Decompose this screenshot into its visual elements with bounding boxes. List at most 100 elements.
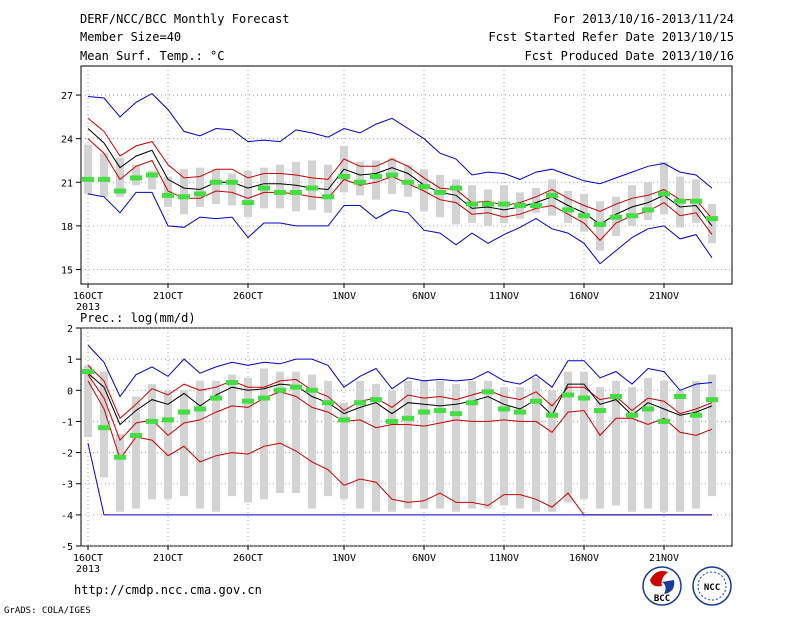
ensemble-box	[676, 390, 684, 512]
ensemble-box	[132, 164, 140, 186]
ensemble-box	[372, 160, 380, 200]
observed-marker	[418, 184, 430, 190]
x-tick-label: 6NOV	[412, 291, 436, 302]
observed-marker	[242, 398, 254, 404]
ensemble-box	[708, 204, 716, 244]
observed-marker	[530, 398, 542, 404]
ensemble-box	[532, 188, 540, 213]
observed-marker	[194, 406, 206, 412]
y-tick-label: 24	[61, 135, 73, 146]
ensemble-box	[116, 433, 124, 512]
ensemble-box	[260, 368, 268, 500]
bcc-logo-text: BCC	[654, 594, 670, 604]
ensemble-box	[372, 384, 380, 512]
observed-marker	[610, 394, 622, 400]
forecast-produced-date: Fcst Produced Date 2013/10/16	[524, 49, 734, 63]
ensemble-box	[628, 185, 636, 226]
ensemble-box	[180, 390, 188, 497]
observed-marker	[338, 417, 350, 423]
y-tick-label: -3	[61, 480, 73, 491]
series-line-min	[87, 443, 712, 516]
figure-title: DERF/NCC/BCC Monthly Forecast	[80, 12, 290, 26]
ensemble-box	[228, 374, 236, 497]
ensemble-box	[420, 380, 428, 509]
observed-marker	[706, 216, 718, 222]
observed-marker	[258, 185, 270, 191]
ensemble-box	[308, 160, 316, 210]
observed-marker	[162, 417, 174, 423]
x-tick-label: 26OCT	[233, 291, 263, 302]
observed-marker	[146, 172, 158, 178]
ensemble-box	[468, 380, 476, 509]
observed-marker	[402, 179, 414, 185]
observed-marker	[210, 179, 222, 185]
x-tick-label: 16NOV	[569, 553, 599, 564]
observed-marker	[434, 189, 446, 195]
observed-marker	[658, 418, 670, 424]
ensemble-box	[132, 396, 140, 509]
observed-marker	[290, 384, 302, 390]
ensemble-box	[644, 377, 652, 509]
observed-marker	[306, 185, 318, 191]
observed-marker	[594, 221, 606, 227]
observed-marker	[274, 387, 286, 393]
observed-marker	[130, 432, 142, 438]
ensemble-box	[660, 380, 668, 512]
observed-marker	[370, 397, 382, 403]
ensemble-box	[84, 365, 92, 437]
observed-marker	[114, 454, 126, 460]
observed-marker	[706, 397, 718, 403]
observed-marker	[274, 189, 286, 195]
observed-marker	[402, 415, 414, 421]
observed-marker	[370, 173, 382, 179]
observed-marker	[626, 213, 638, 219]
y-tick-label: -2	[61, 449, 73, 460]
series-line-max	[87, 92, 713, 189]
observed-marker	[466, 201, 478, 207]
observed-marker	[354, 179, 366, 185]
variable-label: Mean Surf. Temp.: °C	[80, 49, 225, 63]
observed-marker	[674, 198, 686, 204]
series-line-lower	[87, 138, 713, 242]
ensemble-box	[452, 384, 460, 512]
observed-marker	[306, 387, 318, 393]
series-line-median	[87, 128, 713, 227]
ensemble-box	[532, 377, 540, 512]
observed-marker	[290, 189, 302, 195]
x-tick-label: 21OCT	[153, 553, 183, 564]
ensemble-box	[292, 161, 300, 212]
y-tick-label: 18	[61, 222, 73, 233]
ensemble-box	[244, 170, 252, 218]
ensemble-box	[228, 173, 236, 206]
x-tick-label: 21NOV	[649, 553, 679, 564]
ensemble-box	[564, 371, 572, 503]
observed-marker	[562, 207, 574, 213]
ensemble-box	[100, 153, 108, 197]
observed-marker	[658, 191, 670, 197]
ensemble-box	[324, 380, 332, 497]
ensemble-box	[164, 390, 172, 500]
x-tick-label: 6NOV	[412, 553, 436, 564]
observed-marker	[690, 412, 702, 418]
ensemble-box	[612, 380, 620, 506]
ensemble-box	[292, 371, 300, 494]
x-tick-label: 21OCT	[153, 291, 183, 302]
ensemble-box	[452, 179, 460, 225]
y-tick-label: 2	[67, 324, 73, 335]
bcc-logo: BCC	[642, 566, 682, 606]
observed-marker	[546, 192, 558, 198]
ensemble-box	[436, 380, 444, 509]
observed-marker	[450, 411, 462, 417]
observed-marker	[674, 394, 686, 400]
observed-marker	[578, 213, 590, 219]
forecast-period: For 2013/10/16-2013/11/24	[553, 12, 734, 26]
series-line-median	[87, 372, 713, 426]
ncc-logo: NCC	[692, 566, 732, 606]
ensemble-box	[356, 161, 364, 196]
y-tick-label: 15	[61, 265, 73, 276]
ensemble-box	[404, 380, 412, 509]
ensemble-box	[708, 374, 716, 497]
observed-marker	[562, 392, 574, 398]
observed-marker	[498, 201, 510, 207]
ensemble-box	[420, 169, 428, 212]
